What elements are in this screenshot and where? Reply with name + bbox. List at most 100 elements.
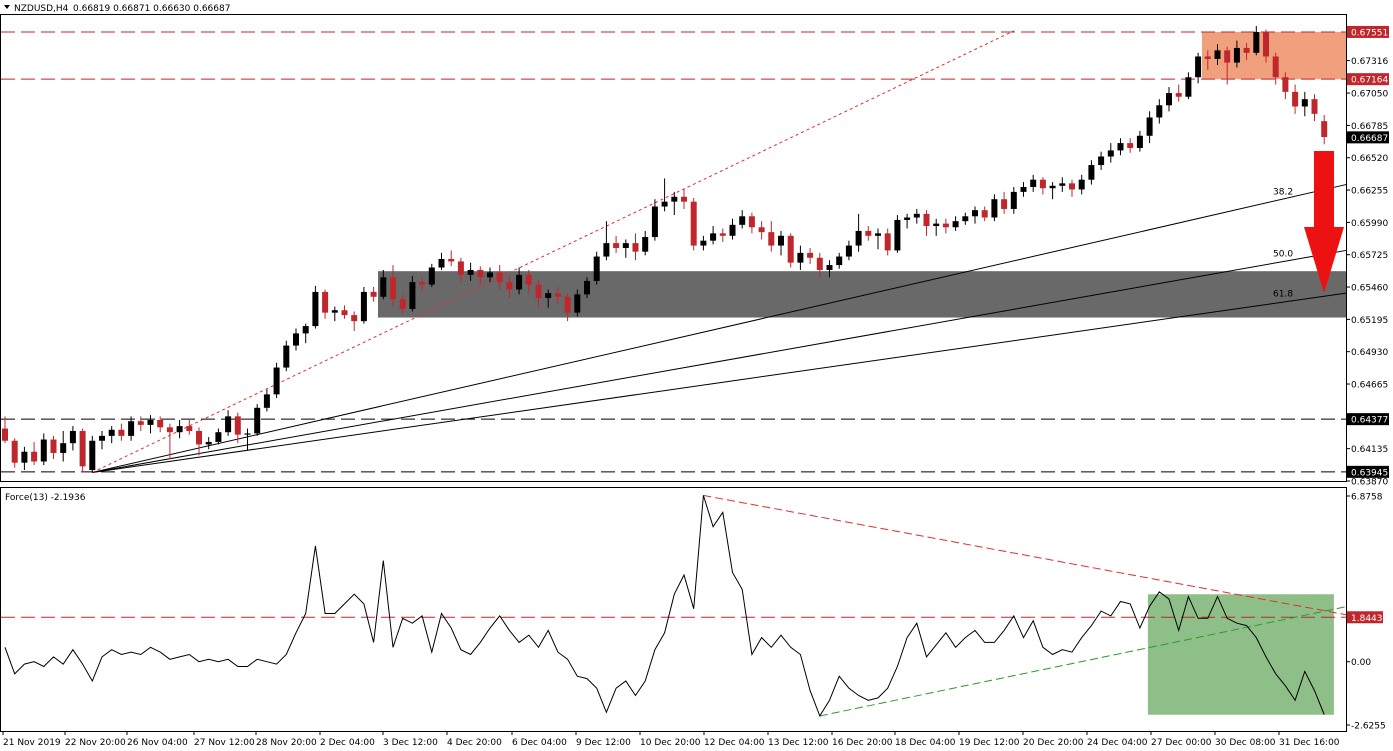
candle: [991, 194, 998, 222]
price-pane: [0, 14, 1347, 482]
fan-line: [92, 249, 1347, 473]
candle: [108, 426, 115, 444]
candle: [1311, 94, 1318, 122]
force-highlight-box: [1347, 611, 1383, 624]
candle: [11, 438, 18, 468]
price-tick-label: 0.66255: [1351, 187, 1388, 197]
fan-level-label: 61.8: [1273, 290, 1293, 300]
candle: [1292, 84, 1299, 114]
candle: [1263, 29, 1269, 63]
support-zone: [378, 271, 1346, 318]
price-tick-label: 0.67050: [1351, 90, 1388, 100]
candle: [1117, 138, 1124, 156]
candle: [1321, 115, 1328, 145]
candle: [1233, 40, 1240, 68]
price-tick-label: 0.66520: [1351, 154, 1388, 164]
candle: [322, 289, 329, 319]
candle: [351, 311, 358, 331]
candle: [1253, 25, 1260, 56]
candle: [884, 228, 891, 256]
candle: [99, 430, 105, 450]
force-descending-trendline: [703, 494, 1347, 616]
candle: [952, 216, 959, 231]
candle: [981, 206, 988, 222]
candle: [1127, 138, 1134, 153]
candle: [574, 289, 581, 317]
candle: [79, 428, 86, 473]
candle: [118, 423, 125, 441]
candle: [661, 178, 668, 212]
candle: [816, 252, 823, 278]
time-tick-label: 9 Dec 12:00: [576, 738, 631, 748]
candle: [1059, 177, 1066, 192]
time-tick-label: 26 Nov 04:00: [127, 738, 188, 748]
candle: [865, 226, 872, 241]
candle: [273, 362, 280, 399]
candle: [506, 276, 513, 299]
candle: [380, 269, 387, 300]
candle: [613, 235, 620, 253]
time-tick-label: 27 Nov 12:00: [194, 738, 255, 748]
candle: [21, 446, 28, 471]
candle: [632, 233, 639, 261]
time-tick-label: 20 Dec 20:00: [1023, 738, 1084, 748]
candle: [1146, 111, 1153, 144]
candle: [700, 235, 707, 251]
candle: [331, 306, 338, 322]
price-axis: 0.67551 0.67316 0.67164 0.67050 0.66785 0.666…: [1346, 25, 1389, 488]
candle: [457, 257, 464, 283]
candle: [845, 240, 852, 261]
candle: [748, 212, 755, 234]
indicator-label: Force(13) -2.1936: [5, 493, 86, 503]
candle: [1136, 130, 1143, 152]
candle: [69, 426, 76, 451]
candle: [923, 210, 930, 236]
fan-level-label: 38.2: [1273, 187, 1293, 197]
candle: [962, 212, 969, 225]
candle: [283, 340, 290, 372]
candle: [758, 221, 765, 240]
candle: [525, 269, 532, 294]
candlesticks: [2, 25, 1328, 473]
candle: [419, 277, 426, 291]
candle: [205, 437, 212, 450]
candle: [807, 248, 814, 264]
candle: [671, 191, 678, 216]
candle: [370, 287, 377, 302]
candle: [516, 267, 523, 295]
force-tick-label: -2.6255: [1351, 722, 1386, 732]
candle: [1224, 46, 1231, 85]
price-tick-label: 0.66785: [1351, 122, 1388, 132]
price-tick-label: 0.65990: [1351, 219, 1388, 229]
force-tick-label: 0.00: [1351, 658, 1371, 668]
candle: [1195, 52, 1202, 84]
candle: [904, 213, 911, 229]
candle: [60, 430, 67, 462]
candle: [972, 206, 978, 224]
candle: [409, 276, 416, 312]
candle: [1049, 182, 1056, 200]
candle: [496, 265, 503, 290]
candle: [875, 228, 881, 250]
dropdown-triangle-icon[interactable]: [4, 5, 10, 9]
candle: [487, 267, 493, 283]
price-tick-label: 0.64135: [1351, 445, 1388, 455]
time-tick-label: 3 Dec 12:00: [383, 738, 438, 748]
candle: [225, 410, 232, 436]
time-tick-label: 19 Dec 12:00: [959, 738, 1020, 748]
candle: [186, 420, 193, 435]
candle: [215, 428, 222, 445]
candle: [564, 293, 571, 322]
candle: [1301, 91, 1308, 117]
candle: [399, 294, 406, 314]
candle: [942, 218, 949, 234]
candle: [768, 221, 775, 252]
candle: [254, 404, 261, 436]
candle: [1039, 177, 1046, 195]
price-tick-label: 0.65195: [1351, 316, 1388, 326]
symbol-label: NZDUSD,H4: [14, 4, 69, 14]
candle: [263, 389, 270, 412]
candle: [1185, 72, 1192, 100]
candle: [1156, 99, 1163, 124]
candle: [787, 233, 794, 268]
